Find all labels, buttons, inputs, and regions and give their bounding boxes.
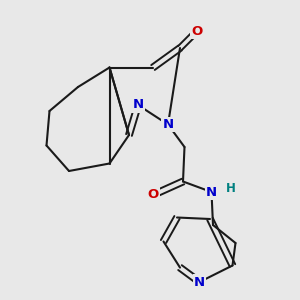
Text: N: N — [206, 185, 217, 199]
Text: N: N — [194, 275, 205, 289]
Text: N: N — [162, 118, 174, 131]
Text: N: N — [132, 98, 144, 112]
Text: O: O — [147, 188, 159, 202]
Text: O: O — [191, 25, 202, 38]
Text: H: H — [226, 182, 236, 196]
